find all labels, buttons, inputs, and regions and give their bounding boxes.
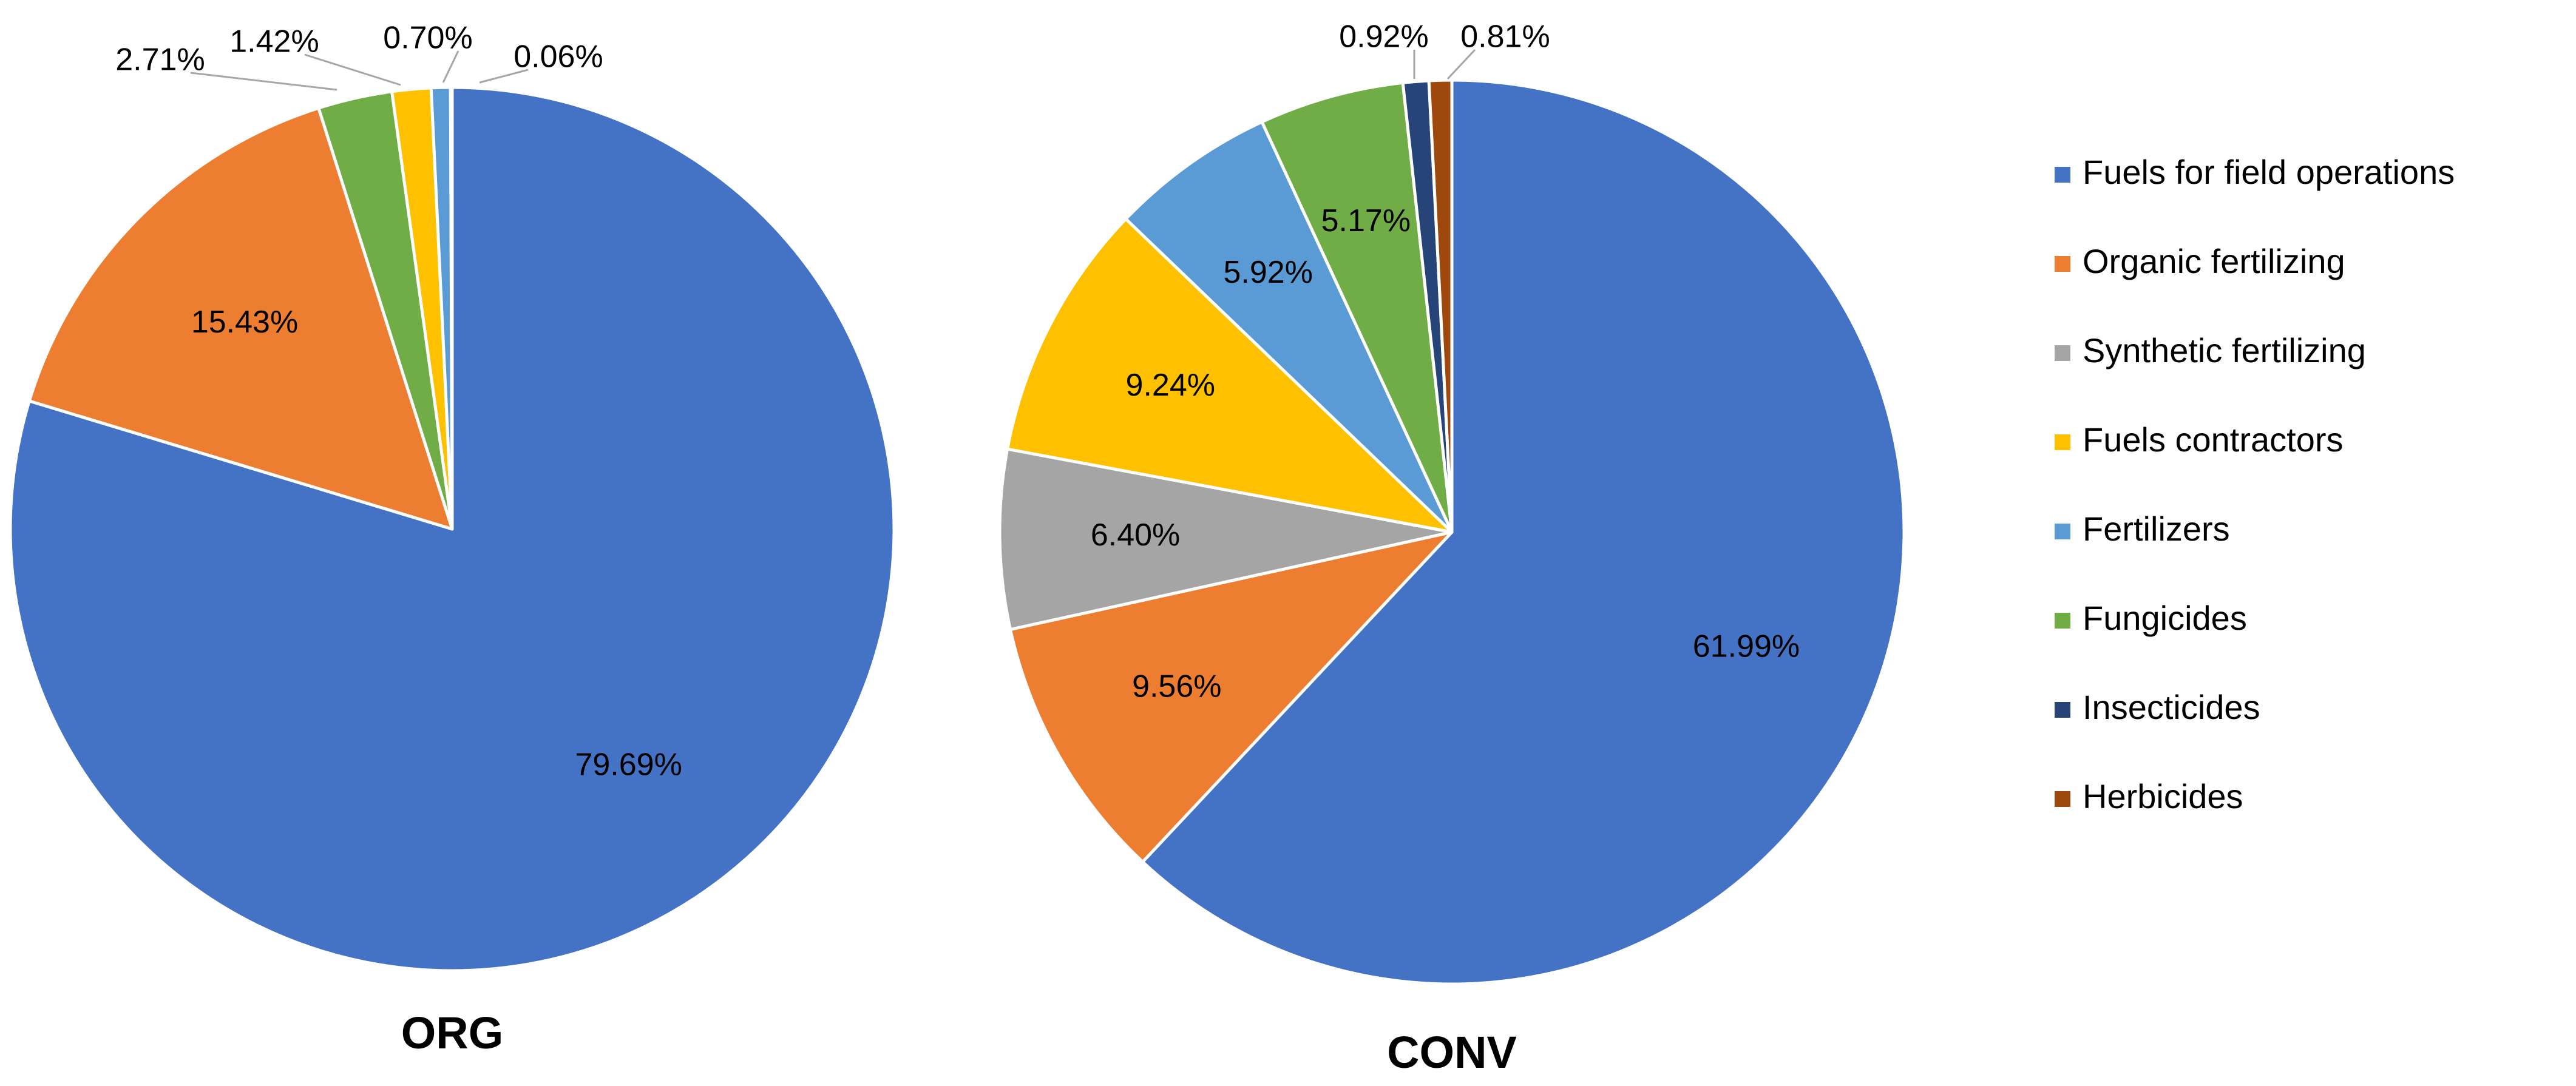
legend-swatch-fungicides [2055,613,2070,629]
legend-label-fuels-contractors: Fuels contractors [2083,420,2344,459]
legend-swatch-organic-fertilizing [2055,256,2070,272]
conv-data-label-fertilizers: 5.92% [1223,255,1312,290]
chart-legend: Fuels for field operations Organic fertil… [2055,153,2455,815]
legend-label-herbicides: Herbicides [2083,777,2243,815]
legend-swatch-synthetic-fertilizing [2055,345,2070,361]
conv-leader-line-herbicides [1446,49,1476,80]
legend-swatch-fuels-for-field-operations [2055,167,2070,183]
conv-data-label-organic-fertilizing: 9.56% [1132,669,1221,704]
org-leader-line-fuels-contractors [304,53,401,86]
conv-slice-synthetic-fertilizing [998,447,1454,632]
legend-label-insecticides: Insecticides [2083,688,2260,726]
conv-data-label-fungicides: 5.17% [1321,203,1411,238]
conv-slice-fungicides [1260,81,1454,534]
conv-slice-fertilizers [1124,120,1454,534]
conv-data-label-fuels-for-field-operations: 61.99% [1693,629,1800,664]
org-data-label-fuels-contractors: 1.42% [229,24,319,59]
conv-pie-title: CONV [1387,1027,1517,1078]
conv-pie: 61.99% 9.56% 6.40% 9.24% 5.92% 5.17% 0.92% 0.81… [998,19,1906,986]
conv-data-label-insecticides: 0.92% [1339,19,1428,55]
org-slice-insecticides [449,86,454,531]
org-data-label-fertilizers: 0.70% [383,21,472,56]
conv-slice-fuels-contractors [1006,217,1454,534]
org-pie: 79.69% 15.43% 2.71% 1.42% 0.70% 0.06% [8,21,896,973]
legend-label-synthetic-fertilizing: Synthetic fertilizing [2083,331,2366,369]
legend-label-organic-fertilizing: Organic fertilizing [2083,242,2345,280]
org-leader-line-fertilizers [442,50,459,83]
conv-slice-herbicides [1427,78,1454,534]
legend-swatch-herbicides [2055,791,2070,807]
legend-label-fertilizers: Fertilizers [2083,510,2230,548]
legend-swatch-fuels-contractors [2055,434,2070,450]
org-pie-title: ORG [401,1008,504,1058]
org-leader-line-fungicides [190,72,337,91]
conv-data-label-herbicides: 0.81% [1460,19,1550,55]
conv-slice-organic-fertilizing [1009,530,1454,864]
org-data-label-organic-fertilizing: 15.43% [191,305,298,340]
legend-swatch-fertilizers [2055,524,2070,539]
org-data-label-fuels-for-field-operations: 79.69% [575,747,682,782]
conv-data-label-fuels-contractors: 9.24% [1126,368,1215,403]
legend-label-fungicides: Fungicides [2083,599,2247,637]
org-slice-organic-fertilizing [27,106,454,531]
org-data-label-insecticides: 0.06% [514,39,603,75]
org-leader-line-insecticides [479,69,529,84]
legend-swatch-insecticides [2055,702,2070,718]
legend-label-fuels-for-field-operations: Fuels for field operations [2083,153,2455,191]
conv-slice-fuels-for-field-operations [1141,78,1906,986]
org-data-label-fungicides: 2.71% [115,42,205,78]
conv-data-label-synthetic-fertilizing: 6.40% [1091,518,1180,553]
